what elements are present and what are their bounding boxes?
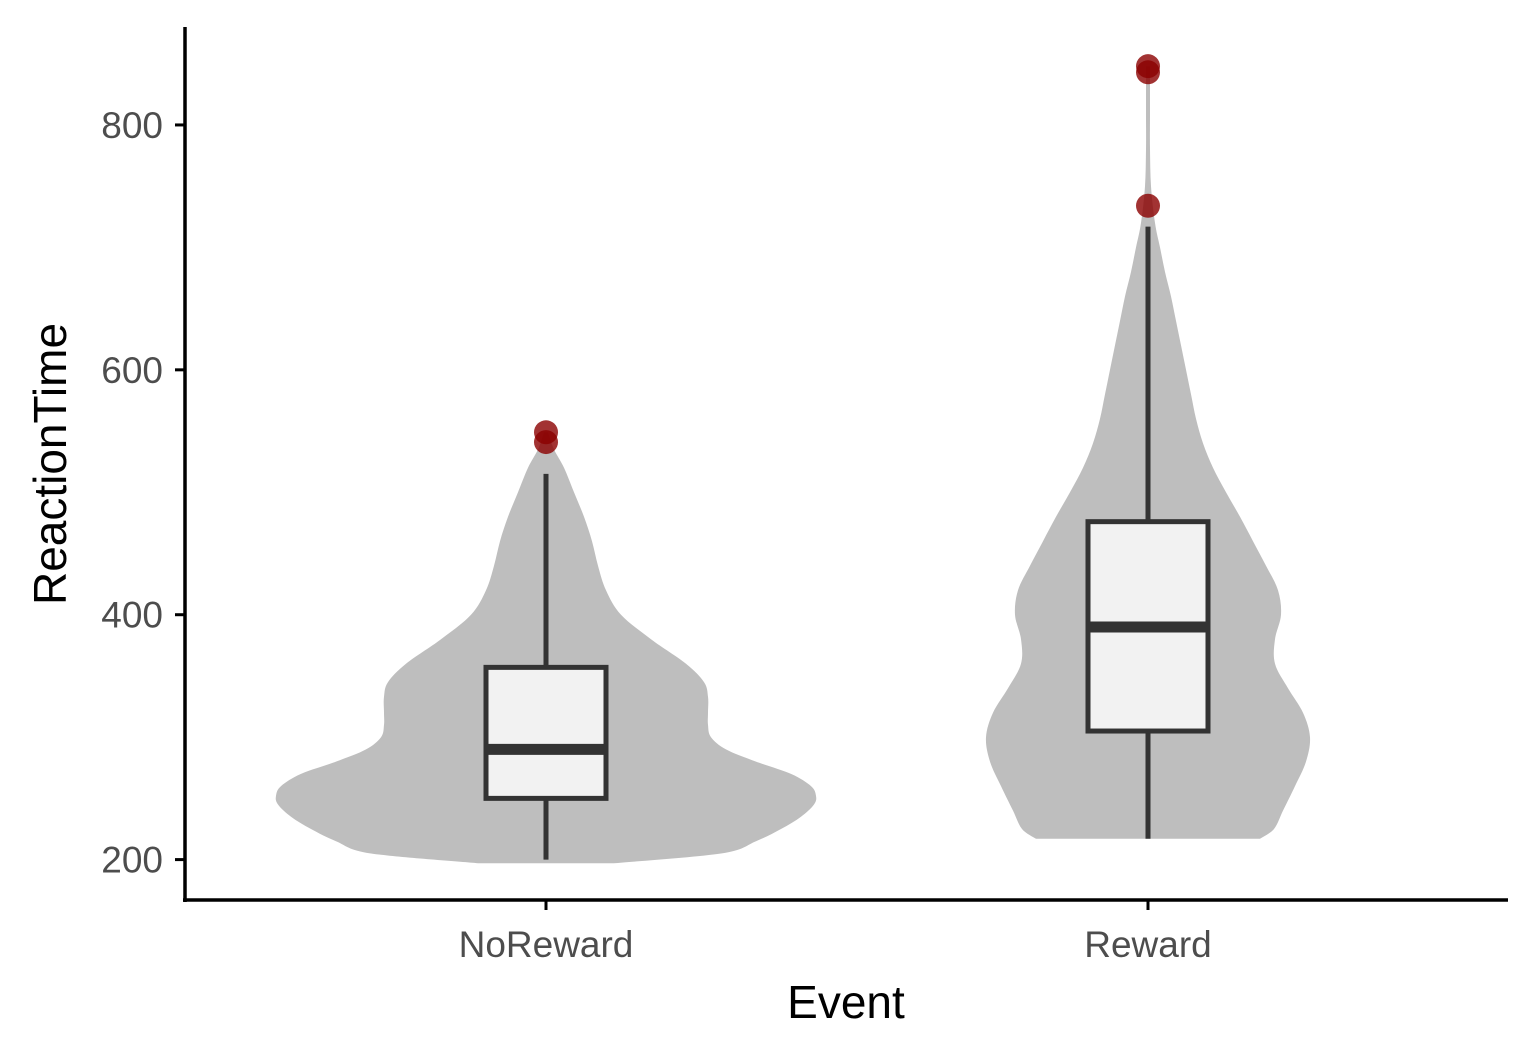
violin-layer: [275, 66, 1311, 864]
x-tick-label: NoReward: [459, 924, 634, 965]
y-tick-label: 600: [101, 350, 163, 391]
x-axis-ticks: NoReward Reward: [459, 900, 1212, 965]
y-tick-label: 400: [101, 595, 163, 636]
y-tick-label: 800: [101, 105, 163, 146]
y-axis-ticks: 200 400 600 800: [101, 105, 185, 881]
x-tick-label: Reward: [1084, 924, 1212, 965]
outlier-point: [1136, 54, 1160, 79]
y-tick-label: 200: [101, 840, 163, 881]
outlier-point: [1136, 193, 1160, 218]
box-iqr: [483, 664, 609, 801]
outlier-point: [534, 420, 558, 445]
boxplot-layer: [483, 226, 1211, 860]
y-axis-title: ReactionTime: [24, 323, 76, 605]
outlier-layer: [534, 54, 1160, 455]
x-axis-title: Event: [787, 976, 905, 1028]
